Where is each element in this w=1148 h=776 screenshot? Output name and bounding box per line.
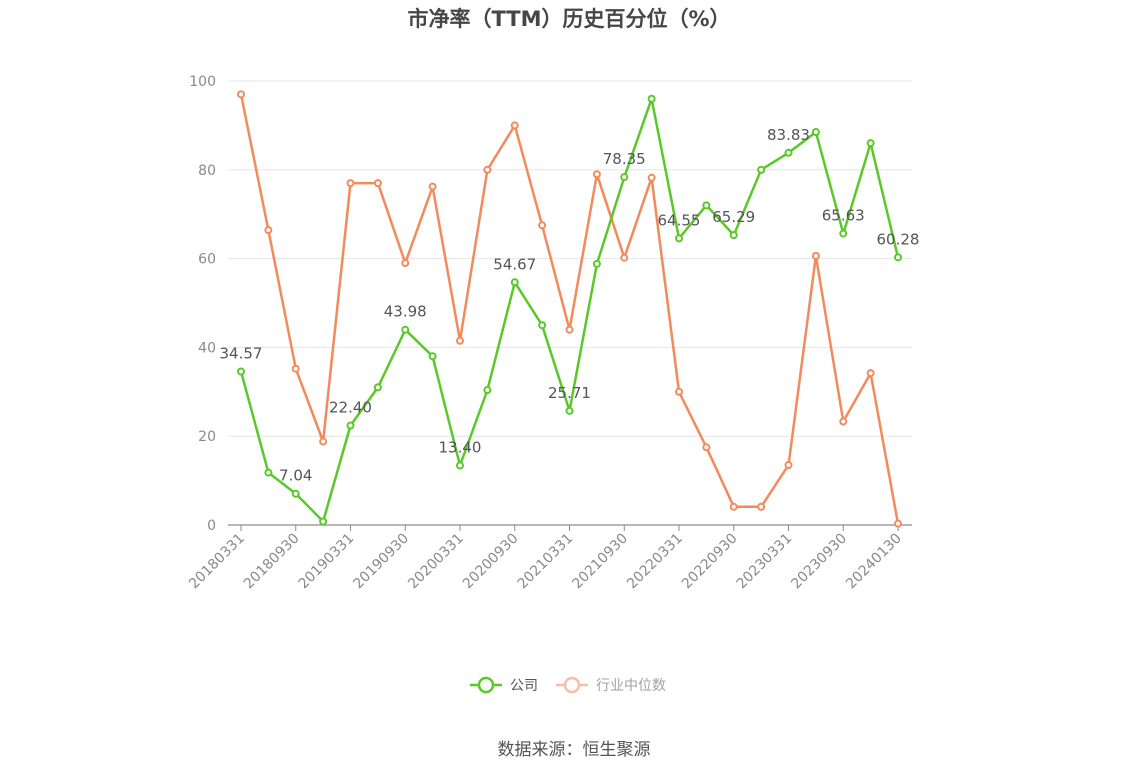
data-point: [729, 231, 738, 240]
data-point: [373, 179, 382, 188]
x-tick-label: 20230930: [788, 531, 850, 593]
data-point: [675, 234, 683, 243]
series-company: [237, 94, 902, 526]
data-point: [428, 352, 437, 361]
data-label: 22.40: [329, 399, 372, 417]
data-label: 65.29: [712, 208, 755, 226]
legend-label: 公司: [510, 678, 538, 694]
data-point: [565, 325, 574, 334]
data-point: [510, 278, 519, 287]
data-point: [538, 321, 547, 330]
data-point: [565, 406, 574, 415]
data-source: 数据来源：恒生聚源: [498, 740, 651, 760]
data-point: [237, 367, 245, 376]
data-point: [592, 170, 601, 179]
data-point: [647, 94, 656, 103]
x-tick-label: 20200331: [405, 531, 467, 593]
data-point: [894, 253, 902, 262]
y-tick-label: 0: [207, 518, 216, 534]
data-label: 43.98: [384, 303, 427, 321]
x-tick-label: 20220331: [624, 531, 686, 593]
data-point: [839, 229, 848, 238]
data-point: [319, 517, 328, 526]
data-point: [811, 128, 820, 137]
legend-item-industry-median: 行业中位数: [556, 676, 666, 694]
x-tick-label: 20210930: [569, 531, 631, 593]
data-point: [538, 221, 547, 230]
data-label: 34.57: [220, 345, 263, 363]
y-tick-label: 20: [198, 429, 216, 445]
data-point: [428, 182, 437, 191]
data-label: 60.28: [877, 230, 920, 248]
data-point: [291, 489, 300, 498]
data-label: 64.55: [658, 211, 701, 229]
x-tick-label: 20180930: [241, 531, 303, 593]
x-tick-label: 20200930: [460, 531, 522, 593]
data-point: [456, 461, 464, 470]
x-axis: 2018033120180930201903312019093020200331…: [186, 524, 912, 593]
x-tick-label: 20220930: [679, 531, 741, 593]
data-label: 54.67: [493, 255, 536, 273]
data-point: [401, 325, 410, 334]
legend-marker: [477, 676, 495, 694]
data-point: [483, 165, 492, 174]
data-point: [839, 417, 848, 426]
data-point: [620, 173, 629, 182]
data-point: [592, 259, 601, 268]
series-layer: [237, 90, 902, 528]
data-point: [675, 387, 683, 396]
data-point: [647, 173, 656, 182]
data-point: [291, 364, 300, 373]
legend-label: 行业中位数: [596, 678, 666, 694]
data-point: [373, 383, 382, 392]
data-point: [866, 369, 875, 378]
data-point: [894, 519, 902, 528]
data-point: [729, 502, 738, 511]
series-line: [239, 97, 900, 523]
y-tick-label: 100: [189, 74, 216, 90]
data-point: [237, 90, 245, 99]
y-tick-label: 60: [198, 252, 216, 268]
data-point: [784, 148, 793, 157]
data-point: [264, 468, 273, 477]
data-point: [510, 121, 519, 130]
data-point: [811, 251, 820, 260]
data-labels: 34.57 7.04 22.40 43.98 13.40 54.67 25.71 78.35 6…: [220, 126, 920, 485]
series-industry-median: [237, 90, 902, 528]
data-point: [702, 443, 711, 452]
data-label: 7.04: [279, 467, 312, 485]
data-point: [757, 165, 766, 174]
legend-item-company: 公司: [470, 676, 538, 694]
legend-marker: [563, 676, 581, 694]
data-point: [483, 386, 492, 395]
data-label: 13.40: [439, 439, 482, 457]
x-tick-label: 20210331: [515, 531, 577, 593]
data-label: 83.83: [767, 126, 810, 144]
data-point: [784, 461, 793, 470]
data-point: [401, 259, 410, 268]
data-point: [866, 139, 875, 148]
x-tick-label: 20240130: [843, 531, 905, 593]
data-point: [346, 179, 355, 188]
data-point: [757, 502, 766, 511]
data-point: [319, 437, 328, 446]
data-label: 65.63: [822, 207, 865, 225]
data-point: [702, 201, 711, 210]
data-point: [346, 421, 355, 430]
data-point: [456, 336, 464, 345]
chart-title: 市净率（TTM）历史百分位（%）: [407, 7, 730, 31]
data-point: [620, 253, 629, 262]
x-tick-label: 20190930: [350, 531, 412, 593]
data-label: 78.35: [603, 150, 646, 168]
y-tick-label: 40: [198, 340, 216, 356]
data-point: [264, 226, 273, 235]
x-tick-label: 20230331: [734, 531, 796, 593]
x-tick-label: 20180331: [186, 531, 248, 593]
legend: 公司 行业中位数: [470, 676, 666, 694]
y-tick-label: 80: [198, 163, 216, 179]
y-axis: 0 20 40 60 80 100: [189, 74, 216, 534]
x-tick-label: 20190331: [296, 531, 358, 593]
data-label: 25.71: [548, 384, 591, 402]
